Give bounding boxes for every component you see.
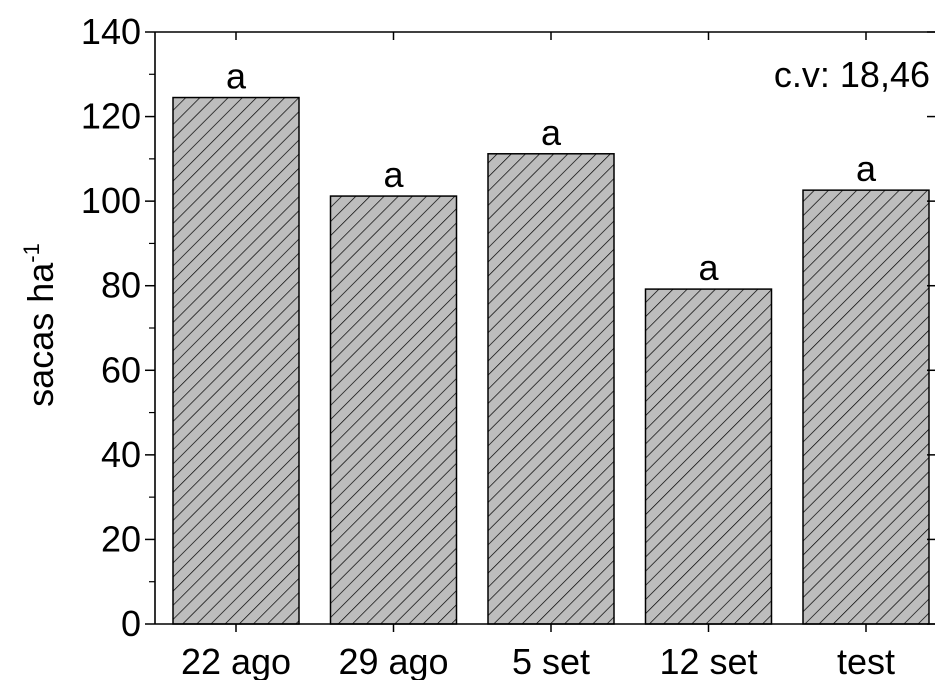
- y-tick-label-0: 0: [121, 603, 141, 644]
- significance-label-0: a: [226, 56, 247, 97]
- y-tick-label-6: 120: [81, 96, 141, 137]
- y-tick-label-3: 60: [101, 349, 141, 390]
- labels-layer: a 22 ago a 29 ago a 5 set a 12 set a test 0 20 40 60 8…: [81, 11, 895, 682]
- bar-3: [644, 288, 773, 625]
- x-tick-label-0: 22 ago: [181, 641, 291, 680]
- y-tick-label-7: 140: [81, 11, 141, 52]
- x-tick-label-1: 29 ago: [338, 641, 448, 680]
- x-tick-label-2: 5 set: [512, 641, 590, 680]
- bar-4: [802, 189, 930, 625]
- y-tick-label-2: 40: [101, 434, 141, 475]
- bar-2: [487, 153, 615, 625]
- y-axis-title: sacas ha-1: [19, 243, 61, 407]
- cv-annotation: c.v: 18,46: [774, 54, 930, 95]
- significance-label-1: a: [383, 154, 404, 195]
- y-axis-title-main: sacas ha: [20, 262, 61, 407]
- significance-label-3: a: [698, 247, 719, 288]
- y-axis-title-superscript: -1: [19, 243, 44, 263]
- x-tick-label-3: 12 set: [659, 641, 757, 680]
- bar-1: [329, 195, 458, 625]
- significance-label-4: a: [856, 148, 877, 189]
- bar-0: [172, 96, 300, 625]
- y-tick-label-1: 20: [101, 518, 141, 559]
- y-tick-label-5: 100: [81, 180, 141, 221]
- bars-layer: [172, 96, 930, 625]
- y-tick-label-4: 80: [101, 265, 141, 306]
- x-tick-label-4: test: [837, 641, 895, 680]
- ticks-layer: [145, 31, 935, 632]
- significance-label-2: a: [541, 112, 562, 153]
